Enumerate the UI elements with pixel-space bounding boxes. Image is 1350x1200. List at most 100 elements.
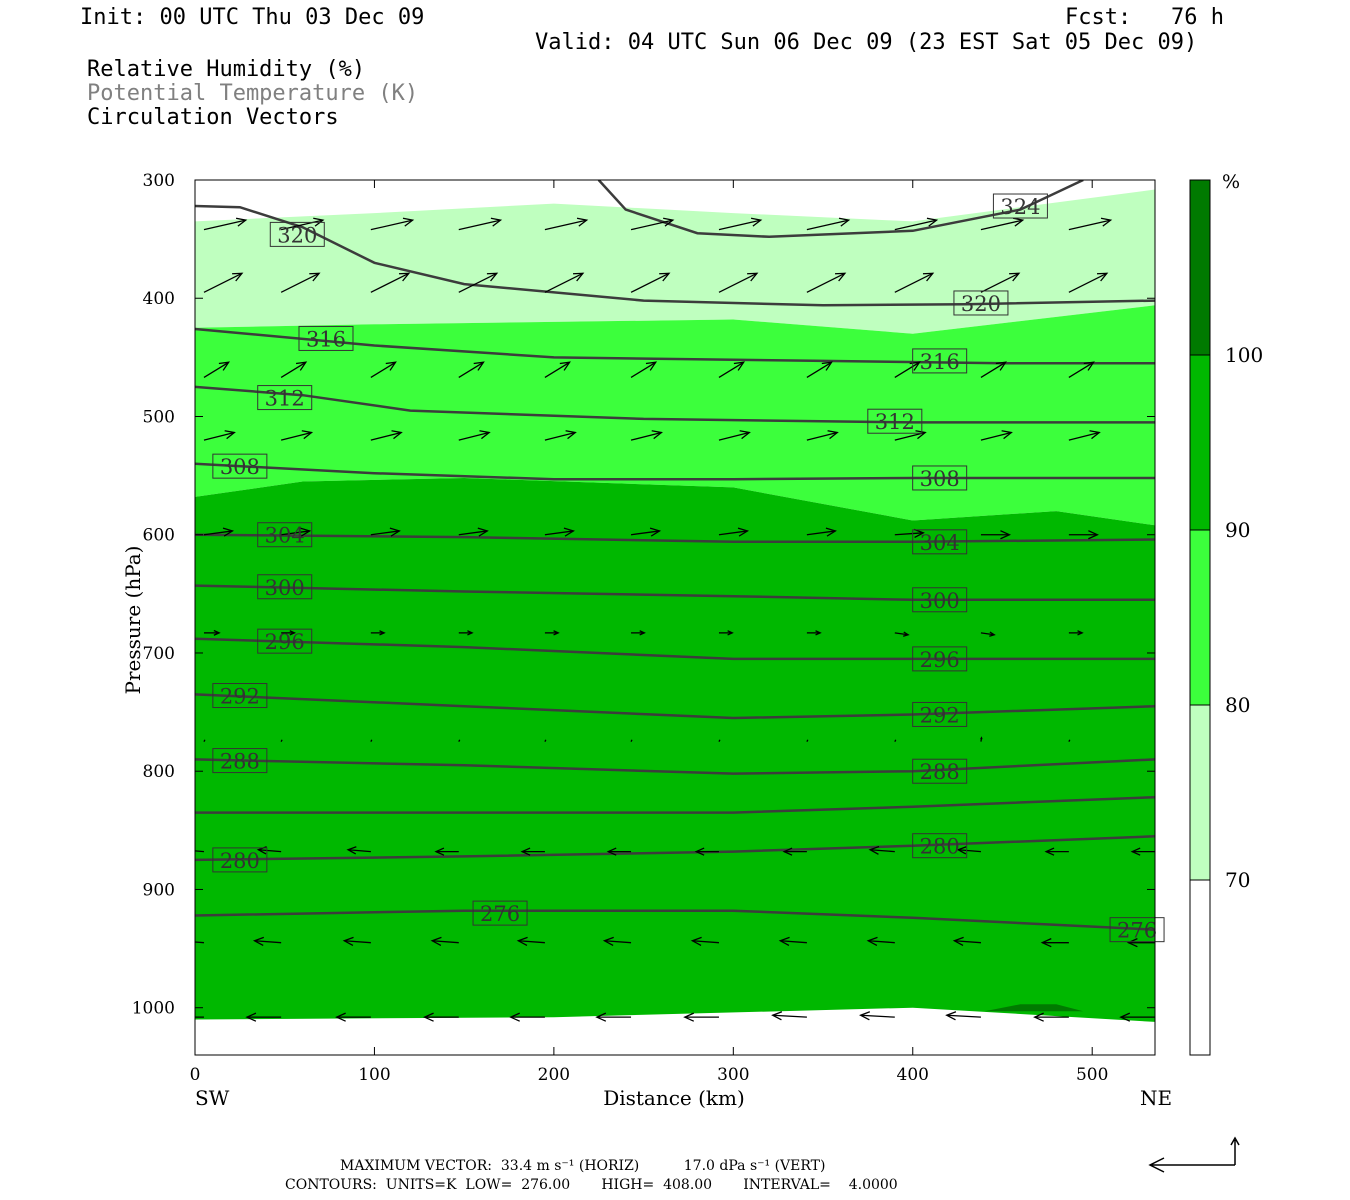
vector-head [177, 937, 186, 945]
vector-shaft [370, 530, 400, 536]
circulation-vector [458, 527, 489, 537]
circulation-vector [195, 1016, 204, 1018]
theta-label-box [212, 683, 268, 709]
vector-shaft [544, 272, 584, 293]
circulation-vector [195, 850, 205, 853]
colorbar-level-label: 80 [1225, 693, 1250, 717]
vector-shaft [458, 361, 484, 379]
vector-head [915, 430, 927, 440]
theta-contour-316 [195, 327, 1155, 365]
vector-head [473, 361, 485, 371]
theta-label-304-0: 304 [257, 522, 313, 548]
theta-label-box [269, 221, 325, 247]
vector-shaft [203, 361, 230, 379]
circulation-vector [1068, 272, 1109, 293]
circulation-vector [516, 936, 545, 947]
vector-head [750, 217, 763, 227]
vector-shaft [958, 849, 981, 853]
vector-shaft [806, 361, 832, 379]
vector-shaft [1154, 439, 1155, 441]
vector-shaft [281, 530, 310, 536]
vector-head [825, 527, 837, 537]
theta-contour-296 [195, 637, 1155, 661]
circulation-vector [544, 739, 547, 742]
vector-shaft [870, 849, 895, 853]
vector-head [649, 527, 662, 537]
vector-head [989, 631, 996, 637]
vector-head [782, 847, 793, 856]
circulation-vector [806, 739, 809, 742]
circulation-vector [1130, 847, 1155, 856]
vector-head [1077, 630, 1084, 636]
vector-head [486, 272, 499, 282]
vector-shaft [718, 272, 758, 293]
vector-shaft [718, 219, 761, 231]
vector-shaft [894, 361, 920, 379]
vector-head [995, 361, 1007, 371]
vector-shaft [458, 219, 501, 231]
vector-shaft [1154, 291, 1155, 293]
theta-label-box [1109, 917, 1165, 943]
vector-shaft [344, 940, 371, 944]
circulation-vector [1068, 630, 1084, 636]
vector-shaft [980, 219, 1023, 231]
vector-head [335, 1012, 346, 1022]
vector-shaft [280, 219, 324, 231]
theta-label-box [912, 587, 968, 613]
theta-label-296-0: 296 [257, 628, 313, 654]
axis-layer: 300 400 500 600 700 800 900 1000 0 100 200 300 400 50… [132, 171, 1155, 1085]
colorbar-segment [1189, 529, 1211, 706]
theta-contour-276 [195, 909, 1155, 931]
circulation-vector [606, 847, 632, 856]
colorbar-unit: % [1222, 171, 1240, 193]
circulation-vector [894, 631, 910, 637]
colorbar-segment [1189, 354, 1211, 531]
vector-shaft [203, 530, 233, 536]
vector-shaft [195, 941, 205, 944]
vector-head [639, 630, 646, 636]
circulation-vector [370, 630, 386, 636]
rh-region-90-100 [195, 478, 1155, 1022]
vector-shaft [806, 431, 838, 441]
vector-shaft [894, 739, 897, 742]
theta-label-292-0: 292 [212, 683, 268, 709]
vector-head [563, 527, 575, 537]
circulation-vector [806, 272, 847, 293]
circulation-vector [952, 936, 981, 947]
reference-vector-icon [1148, 1136, 1240, 1173]
contour-info: CONTOURS: UNITS=K LOW= 276.00 HIGH= 408.… [285, 1177, 898, 1193]
theta-contour-layer [195, 180, 1155, 931]
theta-label-280-0: 280 [212, 847, 268, 873]
circulation-vector [245, 1012, 282, 1022]
circulation-vector [894, 739, 897, 742]
vector-shaft [544, 219, 587, 231]
circulation-vector [280, 217, 325, 231]
theta-label-288-0: 288 [212, 748, 268, 774]
vector-shaft [860, 1014, 895, 1018]
vector-shaft [518, 940, 545, 944]
theta-label-312-0: 312 [257, 385, 313, 411]
vector-head [509, 1012, 520, 1022]
vector-shaft [806, 739, 809, 742]
vector-head [565, 430, 577, 440]
left-end-label: SW [195, 1086, 230, 1110]
circulation-vector [718, 430, 751, 441]
vector-shaft [432, 940, 459, 944]
circulation-vector [520, 847, 545, 856]
vector-head [218, 361, 231, 371]
theta-label-text: 308 [220, 455, 260, 479]
field-title-rh: Relative Humidity (%) [87, 57, 366, 82]
vector-head [747, 272, 759, 282]
vector-head [516, 936, 528, 947]
y-tick-label: 800 [143, 762, 175, 782]
vector-head [778, 936, 790, 947]
vector-head [1130, 847, 1141, 856]
circulation-vector [1068, 430, 1101, 441]
circulation-vector [1068, 530, 1099, 540]
plot-frame [194, 179, 1156, 1056]
circulation-vector [203, 272, 244, 293]
theta-label-box [912, 833, 968, 859]
vector-head [222, 527, 235, 537]
vector-shaft [458, 272, 498, 293]
vector-head [683, 1012, 695, 1022]
